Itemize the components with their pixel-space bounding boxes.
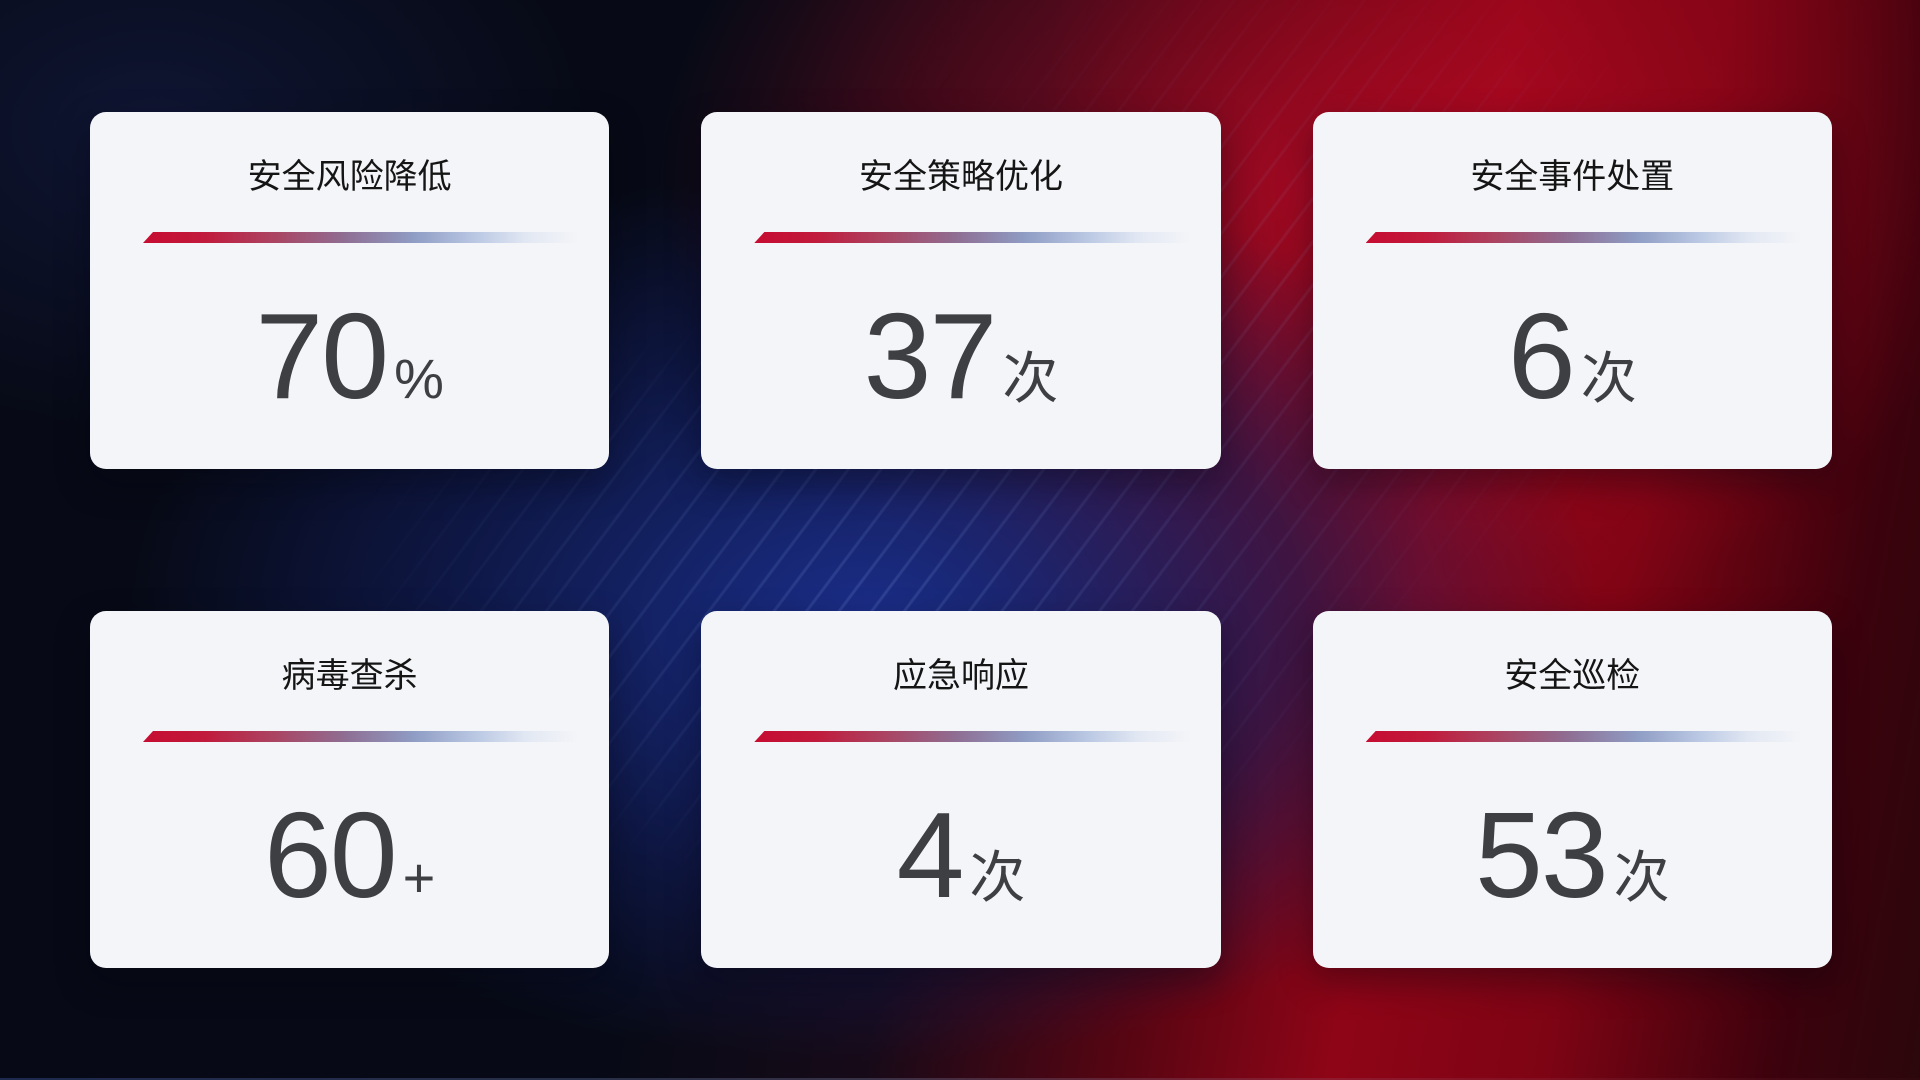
card-value: 53 <box>1474 787 1609 923</box>
card-value-group: 4 次 <box>897 794 1026 916</box>
card-title: 安全策略优化 <box>858 158 1063 196</box>
card-title: 安全巡检 <box>1504 657 1641 695</box>
card-title: 应急响应 <box>892 657 1029 695</box>
card-value-group: 37 次 <box>864 295 1059 417</box>
card-value: 70 <box>255 288 389 424</box>
stat-card-incident-handling: 安全事件处置 6 次 <box>1312 112 1832 469</box>
card-value-row: 60 + <box>90 742 609 968</box>
card-unit: 次 <box>1613 846 1670 909</box>
card-value: 60 <box>263 787 398 923</box>
card-unit: 次 <box>1580 347 1637 410</box>
card-divider <box>754 731 1191 742</box>
stat-card-emergency-response: 应急响应 4 次 <box>701 611 1221 968</box>
card-divider <box>143 731 580 742</box>
card-value-group: 53 次 <box>1475 794 1670 916</box>
card-unit: 次 <box>1002 347 1059 410</box>
card-value-group: 6 次 <box>1508 295 1637 417</box>
card-divider <box>1365 731 1802 742</box>
card-unit: % <box>394 347 444 410</box>
bottom-edge-highlight <box>0 1078 1920 1080</box>
card-title: 安全风险降低 <box>247 158 452 196</box>
stat-card-policy-optimization: 安全策略优化 37 次 <box>701 112 1221 469</box>
stat-card-virus-scan: 病毒查杀 60 + <box>90 611 610 968</box>
card-value-group: 60 + <box>264 794 435 916</box>
card-value: 37 <box>863 288 998 424</box>
card-value-row: 53 次 <box>1313 742 1832 968</box>
stat-card-security-inspection: 安全巡检 53 次 <box>1312 611 1832 968</box>
card-value-row: 70 % <box>90 243 609 469</box>
card-value: 4 <box>896 787 965 923</box>
card-unit: 次 <box>969 846 1026 909</box>
card-divider <box>143 232 580 243</box>
card-title: 安全事件处置 <box>1470 158 1675 196</box>
card-value-row: 4 次 <box>701 742 1220 968</box>
stat-card-security-risk: 安全风险降低 70 % <box>90 112 610 469</box>
card-value-group: 70 % <box>255 295 444 417</box>
card-value-row: 6 次 <box>1313 243 1832 469</box>
card-value: 6 <box>1507 288 1576 424</box>
card-divider <box>1365 232 1802 243</box>
card-divider <box>754 232 1191 243</box>
card-title: 病毒查杀 <box>281 657 418 695</box>
card-value-row: 37 次 <box>701 243 1220 469</box>
card-unit: + <box>402 846 436 909</box>
